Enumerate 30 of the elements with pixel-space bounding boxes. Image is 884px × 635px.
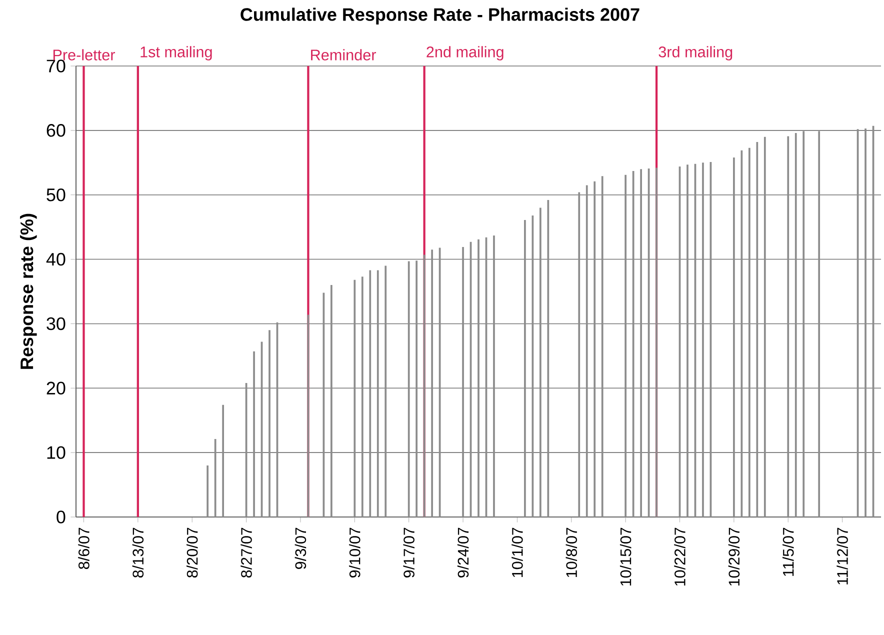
y-tick-label: 60 [46, 124, 66, 137]
x-tick-label: 8/20/07 [186, 528, 198, 578]
ref-line-label: 1st mailing [140, 46, 212, 60]
x-tick-label: 9/10/07 [349, 528, 360, 578]
ref-line-label: 2nd mailing [426, 46, 504, 60]
x-tick-label: 10/1/07 [512, 528, 523, 578]
x-tick-label: 11/12/07 [836, 528, 848, 584]
x-tick-label: 8/13/07 [132, 528, 144, 578]
x-tick-label: 10/29/07 [728, 528, 740, 586]
x-tick-label: 9/24/07 [457, 528, 469, 578]
y-tick-label: 0 [56, 510, 66, 524]
y-tick-label: 10 [47, 446, 66, 459]
x-tick-label: 10/22/07 [674, 528, 686, 586]
ref-line-label: Pre-letter [53, 49, 116, 60]
x-tick-label: 8/6/07 [78, 528, 90, 570]
x-tick-label: 11/5/07 [782, 528, 794, 576]
chart-title: Cumulative Response Rate - Pharmacists 2007 [240, 8, 640, 24]
y-tick-label: 70 [46, 60, 66, 72]
y-tick-label: 20 [46, 382, 66, 395]
x-tick-label: 10/15/07 [620, 528, 632, 586]
x-tick-label: 9/17/07 [403, 528, 414, 578]
y-tick-label: 50 [46, 188, 66, 202]
y-tick-label: 40 [46, 252, 66, 266]
x-tick-label: 9/3/07 [294, 528, 306, 569]
y-axis-title: Response rate (%) [20, 214, 37, 369]
y-tick-label: 30 [46, 317, 66, 330]
ref-line-label: 3rd mailing [658, 46, 732, 60]
x-tick-label: 8/27/07 [240, 528, 252, 578]
ref-line-label: Reminder [311, 49, 376, 60]
x-tick-label: 10/8/07 [566, 528, 578, 578]
